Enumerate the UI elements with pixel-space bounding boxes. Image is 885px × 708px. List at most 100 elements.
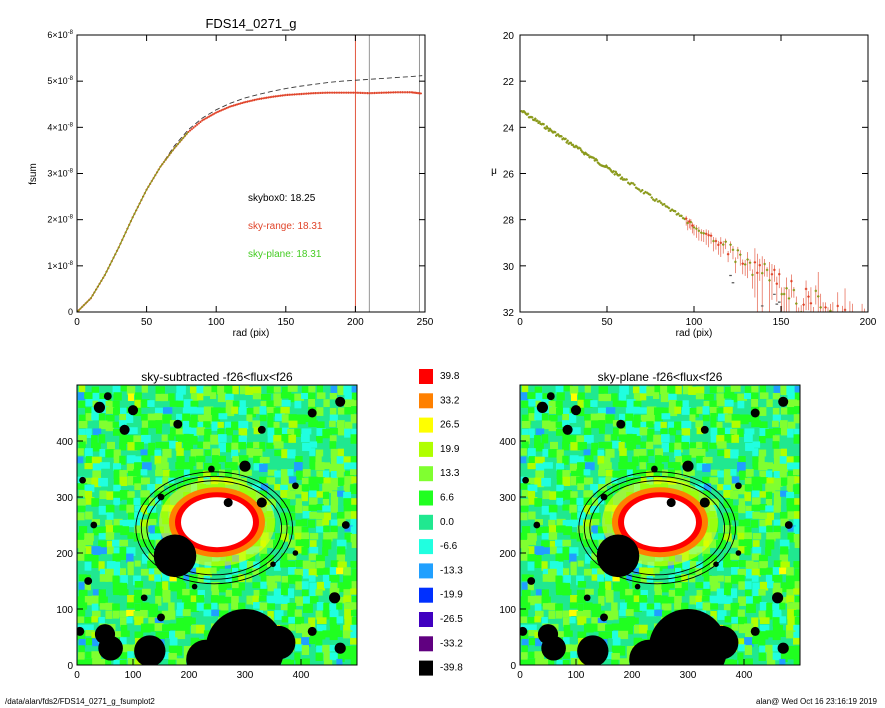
image-pixel bbox=[295, 560, 304, 567]
image-pixel bbox=[84, 539, 94, 546]
image-pixel bbox=[343, 498, 352, 506]
image-pixel bbox=[751, 386, 759, 393]
image-pixel bbox=[710, 435, 718, 446]
image-pixel bbox=[534, 603, 542, 611]
image-pixel bbox=[260, 490, 268, 497]
image-pixel bbox=[577, 631, 587, 639]
image-pixel bbox=[772, 644, 780, 652]
image-pixel bbox=[688, 469, 695, 476]
image-pixel bbox=[555, 463, 565, 471]
image-pixel bbox=[703, 400, 710, 411]
image-pixel bbox=[225, 427, 234, 436]
image-pixel bbox=[731, 393, 740, 403]
image-pixel bbox=[105, 659, 112, 665]
image-pixel bbox=[590, 512, 601, 523]
colorbar-label: -13.3 bbox=[440, 565, 463, 576]
image-pixel bbox=[134, 616, 144, 626]
image-pixel bbox=[590, 449, 599, 456]
image-pixel bbox=[773, 519, 782, 526]
image-pixel bbox=[309, 637, 316, 645]
image-pixel bbox=[281, 596, 290, 607]
image-pixel bbox=[141, 414, 151, 421]
image-pixel bbox=[702, 406, 710, 415]
image-pixel bbox=[759, 645, 767, 654]
mask-blob bbox=[93, 401, 105, 413]
image-pixel bbox=[127, 470, 135, 479]
image-pixel bbox=[309, 533, 319, 540]
image-pixel bbox=[780, 561, 790, 570]
image-pixel bbox=[78, 385, 86, 393]
image-pixel bbox=[619, 455, 628, 464]
image-pixel bbox=[99, 420, 108, 430]
image-pixel bbox=[155, 393, 164, 402]
image-pixel bbox=[329, 427, 340, 435]
image-pixel bbox=[625, 609, 634, 617]
image-pixel bbox=[695, 393, 705, 400]
image-pixel bbox=[98, 434, 106, 444]
image-pixel bbox=[737, 609, 745, 620]
image-pixel bbox=[329, 435, 337, 442]
image-pixel bbox=[77, 512, 85, 521]
image-pixel bbox=[576, 596, 586, 604]
image-pixel bbox=[273, 386, 281, 393]
mask-blob bbox=[261, 625, 296, 660]
x-tick-label: 0 bbox=[74, 317, 80, 328]
image-pixel bbox=[569, 504, 577, 514]
image-pixel bbox=[730, 385, 741, 392]
image-pixel bbox=[639, 624, 648, 634]
image-pixel bbox=[752, 511, 760, 519]
image-pixel bbox=[344, 407, 355, 415]
image-pixel bbox=[731, 505, 740, 512]
image-pixel bbox=[91, 442, 101, 452]
image-pixel bbox=[336, 596, 346, 604]
image-pixel bbox=[521, 400, 529, 408]
image-pixel bbox=[259, 476, 268, 484]
image-pixel bbox=[182, 595, 191, 604]
x-tick-label: 0 bbox=[74, 670, 80, 681]
image-pixel bbox=[598, 477, 607, 486]
image-pixel bbox=[169, 582, 180, 592]
image-pixel bbox=[520, 609, 529, 617]
image-pixel bbox=[724, 575, 732, 585]
image-pixel bbox=[786, 589, 794, 599]
image-pixel bbox=[140, 568, 149, 576]
image-pixel bbox=[576, 575, 585, 586]
image-pixel bbox=[632, 427, 642, 438]
image-pixel bbox=[336, 567, 344, 575]
image-pixel bbox=[113, 631, 124, 638]
image-pixel bbox=[765, 644, 774, 653]
image-pixel bbox=[619, 589, 628, 600]
y-tick-label: 100 bbox=[56, 605, 73, 616]
image-pixel bbox=[190, 602, 199, 613]
image-pixel bbox=[577, 512, 586, 519]
image-pixel bbox=[619, 385, 629, 395]
image-pixel bbox=[98, 561, 105, 571]
image-pixel bbox=[654, 421, 662, 431]
image-pixel bbox=[772, 652, 783, 661]
image-pixel bbox=[161, 651, 170, 660]
image-pixel bbox=[154, 588, 163, 598]
image-pixel bbox=[113, 525, 123, 533]
image-pixel bbox=[555, 400, 563, 411]
image-pixel bbox=[682, 455, 692, 463]
image-pixel bbox=[127, 427, 138, 434]
image-pixel bbox=[787, 476, 797, 486]
image-pixel bbox=[723, 603, 733, 611]
x-tick-label: 400 bbox=[736, 670, 753, 681]
image-pixel bbox=[113, 547, 122, 556]
image-pixel bbox=[591, 420, 601, 429]
cumulative-flux-plot: FDS14_0271_g rad (pix) fsum skybox0: 18.… bbox=[28, 16, 434, 339]
image-pixel bbox=[316, 428, 326, 438]
image-pixel bbox=[308, 414, 317, 422]
image-pixel bbox=[302, 505, 310, 514]
image-pixel bbox=[717, 484, 724, 491]
image-pixel bbox=[134, 505, 141, 512]
image-pixel bbox=[618, 623, 629, 632]
image-pixel bbox=[225, 442, 235, 453]
aperture-ellipse bbox=[583, 475, 731, 580]
image-pixel bbox=[239, 455, 249, 463]
image-pixel bbox=[752, 533, 762, 540]
image-pixel bbox=[759, 624, 770, 634]
image-pixel bbox=[91, 595, 99, 605]
image-pixel bbox=[569, 547, 579, 557]
